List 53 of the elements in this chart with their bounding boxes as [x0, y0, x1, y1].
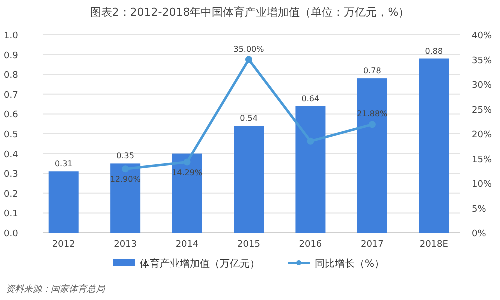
x-tick-label: 2017	[360, 240, 384, 250]
y-tick-label: 0.2	[4, 190, 18, 200]
y2-tick-label: 10%	[472, 180, 492, 190]
x-tick-label: 2018E	[420, 240, 449, 250]
y-tick-label: 0.4	[4, 150, 19, 160]
y-tick-label: 1.0	[4, 32, 19, 42]
y-tick-label: 0.0	[4, 230, 19, 240]
data-label: 0.64	[302, 94, 320, 104]
point	[184, 158, 191, 166]
legend-label: 体育产业增加值（万亿元）	[140, 258, 260, 270]
x-tick-label: 2014	[176, 240, 200, 250]
y2-tick-label: 20%	[472, 130, 492, 140]
bar	[172, 154, 202, 233]
y2-tick-label: 5%	[472, 204, 487, 215]
data-label: 21.88%	[357, 110, 388, 119]
y-tick-label: 0.3	[4, 170, 18, 180]
x-tick-label: 2016	[299, 240, 322, 250]
bar	[419, 58, 450, 233]
bar	[48, 172, 79, 233]
legend-label: 同比增长（%）	[315, 258, 385, 270]
data-label: 0.31	[54, 160, 73, 169]
x-tick-label: 2015	[238, 240, 260, 250]
y-tick-label: 0.5	[4, 130, 18, 140]
bar	[110, 164, 141, 233]
text: 资料来源：国家体育总局	[6, 284, 106, 295]
y2-tick-label: 30%	[472, 81, 492, 91]
x-tick-label: 2012	[52, 240, 76, 250]
bar	[296, 106, 326, 233]
data-label: 0.54	[240, 114, 258, 124]
data-label: 14.29%	[172, 168, 203, 178]
y-tick-label: 0.7	[4, 90, 18, 101]
bar	[357, 78, 388, 233]
data-label: 35.00%	[234, 44, 265, 54]
y2-tick-label: 15%	[472, 155, 492, 166]
y2-tick-label: 40%	[472, 32, 492, 42]
point	[246, 56, 252, 64]
y-tick-label: 0.1	[4, 210, 18, 220]
y2-tick-label: 25%	[472, 106, 492, 116]
point	[122, 166, 130, 173]
y-tick-label: 0.8	[4, 71, 19, 82]
data-label: 0.88	[425, 46, 444, 56]
point	[307, 138, 314, 145]
point	[368, 121, 376, 128]
x-tick-label: 2013	[114, 240, 138, 250]
y2-tick-label: 0%	[472, 230, 487, 240]
bar	[234, 126, 264, 233]
y-tick-label: 0.6	[4, 110, 19, 121]
y2-tick-label: 35%	[472, 56, 492, 66]
y-tick-label: 0.9	[4, 51, 19, 62]
chart-title: 图表2：2012-2018年中国体育产业增加值（单位：万亿元，%）	[90, 6, 410, 19]
data-label: 12.90%	[110, 175, 142, 184]
data-label: 0.78	[364, 66, 382, 76]
data-label: 0.35	[116, 152, 134, 161]
